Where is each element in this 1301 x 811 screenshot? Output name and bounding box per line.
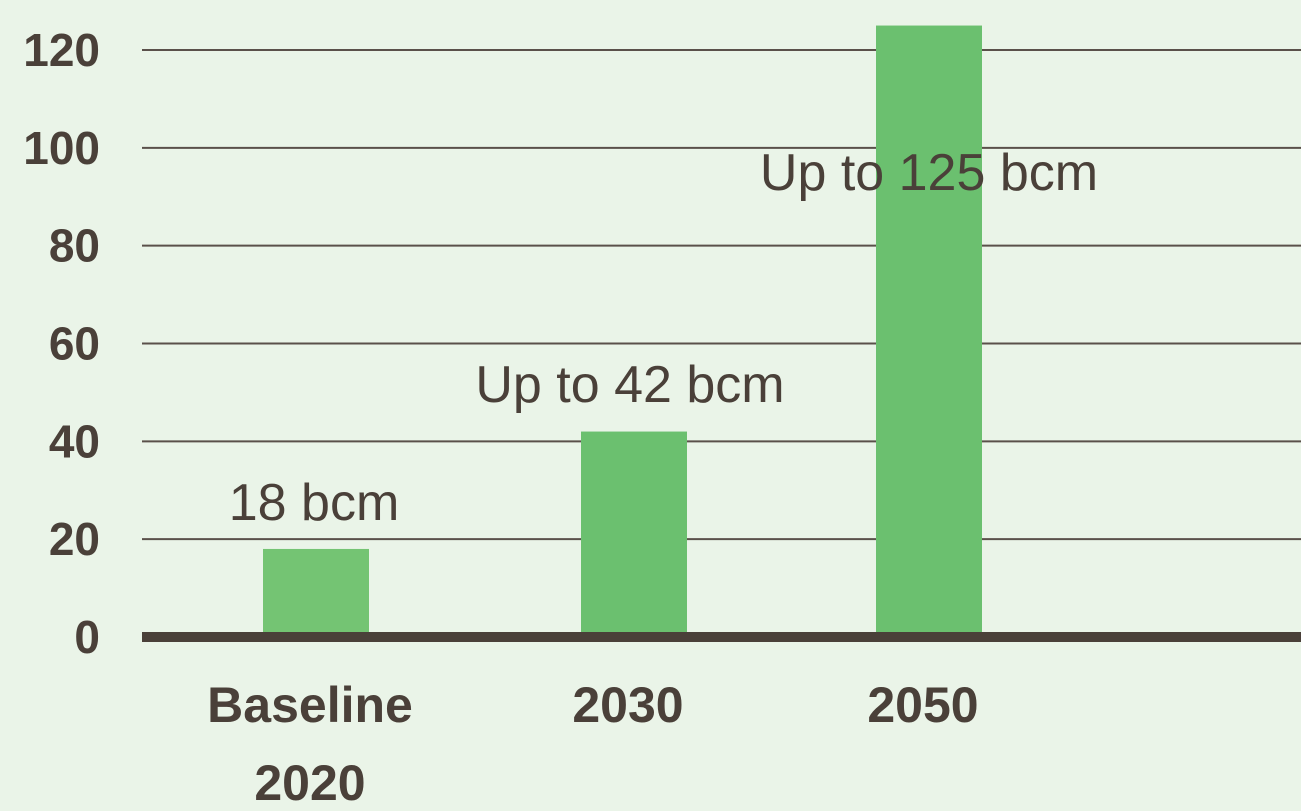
data-label: Up to 125 bcm xyxy=(760,144,1098,202)
x-tick-label: 2050 xyxy=(867,677,978,733)
bar xyxy=(263,548,369,637)
x-axis xyxy=(142,632,1301,642)
x-tick-label: 2030 xyxy=(572,677,683,733)
data-label: 18 bcm xyxy=(229,474,400,532)
y-tick-label: 120 xyxy=(23,24,100,76)
y-tick-label: 20 xyxy=(49,513,100,565)
y-tick-labels: 0 20 40 60 80 100 120 xyxy=(23,24,100,663)
y-tick-label: 100 xyxy=(23,122,100,174)
bars xyxy=(263,25,982,637)
y-tick-label: 40 xyxy=(49,415,100,467)
bar xyxy=(581,431,687,637)
y-tick-label: 80 xyxy=(49,220,100,272)
category-labels: Baseline 2020 2030 2050 xyxy=(207,677,978,811)
x-tick-label: 2020 xyxy=(254,755,365,811)
gridlines xyxy=(142,49,1301,541)
y-tick-label: 0 xyxy=(74,611,100,663)
bar xyxy=(876,25,982,637)
x-tick-label: Baseline xyxy=(207,677,413,733)
y-tick-label: 60 xyxy=(49,318,100,370)
x-axis-line xyxy=(142,632,1301,642)
data-label: Up to 42 bcm xyxy=(475,356,784,414)
data-labels: 18 bcm Up to 42 bcm Up to 125 bcm xyxy=(229,144,1098,532)
